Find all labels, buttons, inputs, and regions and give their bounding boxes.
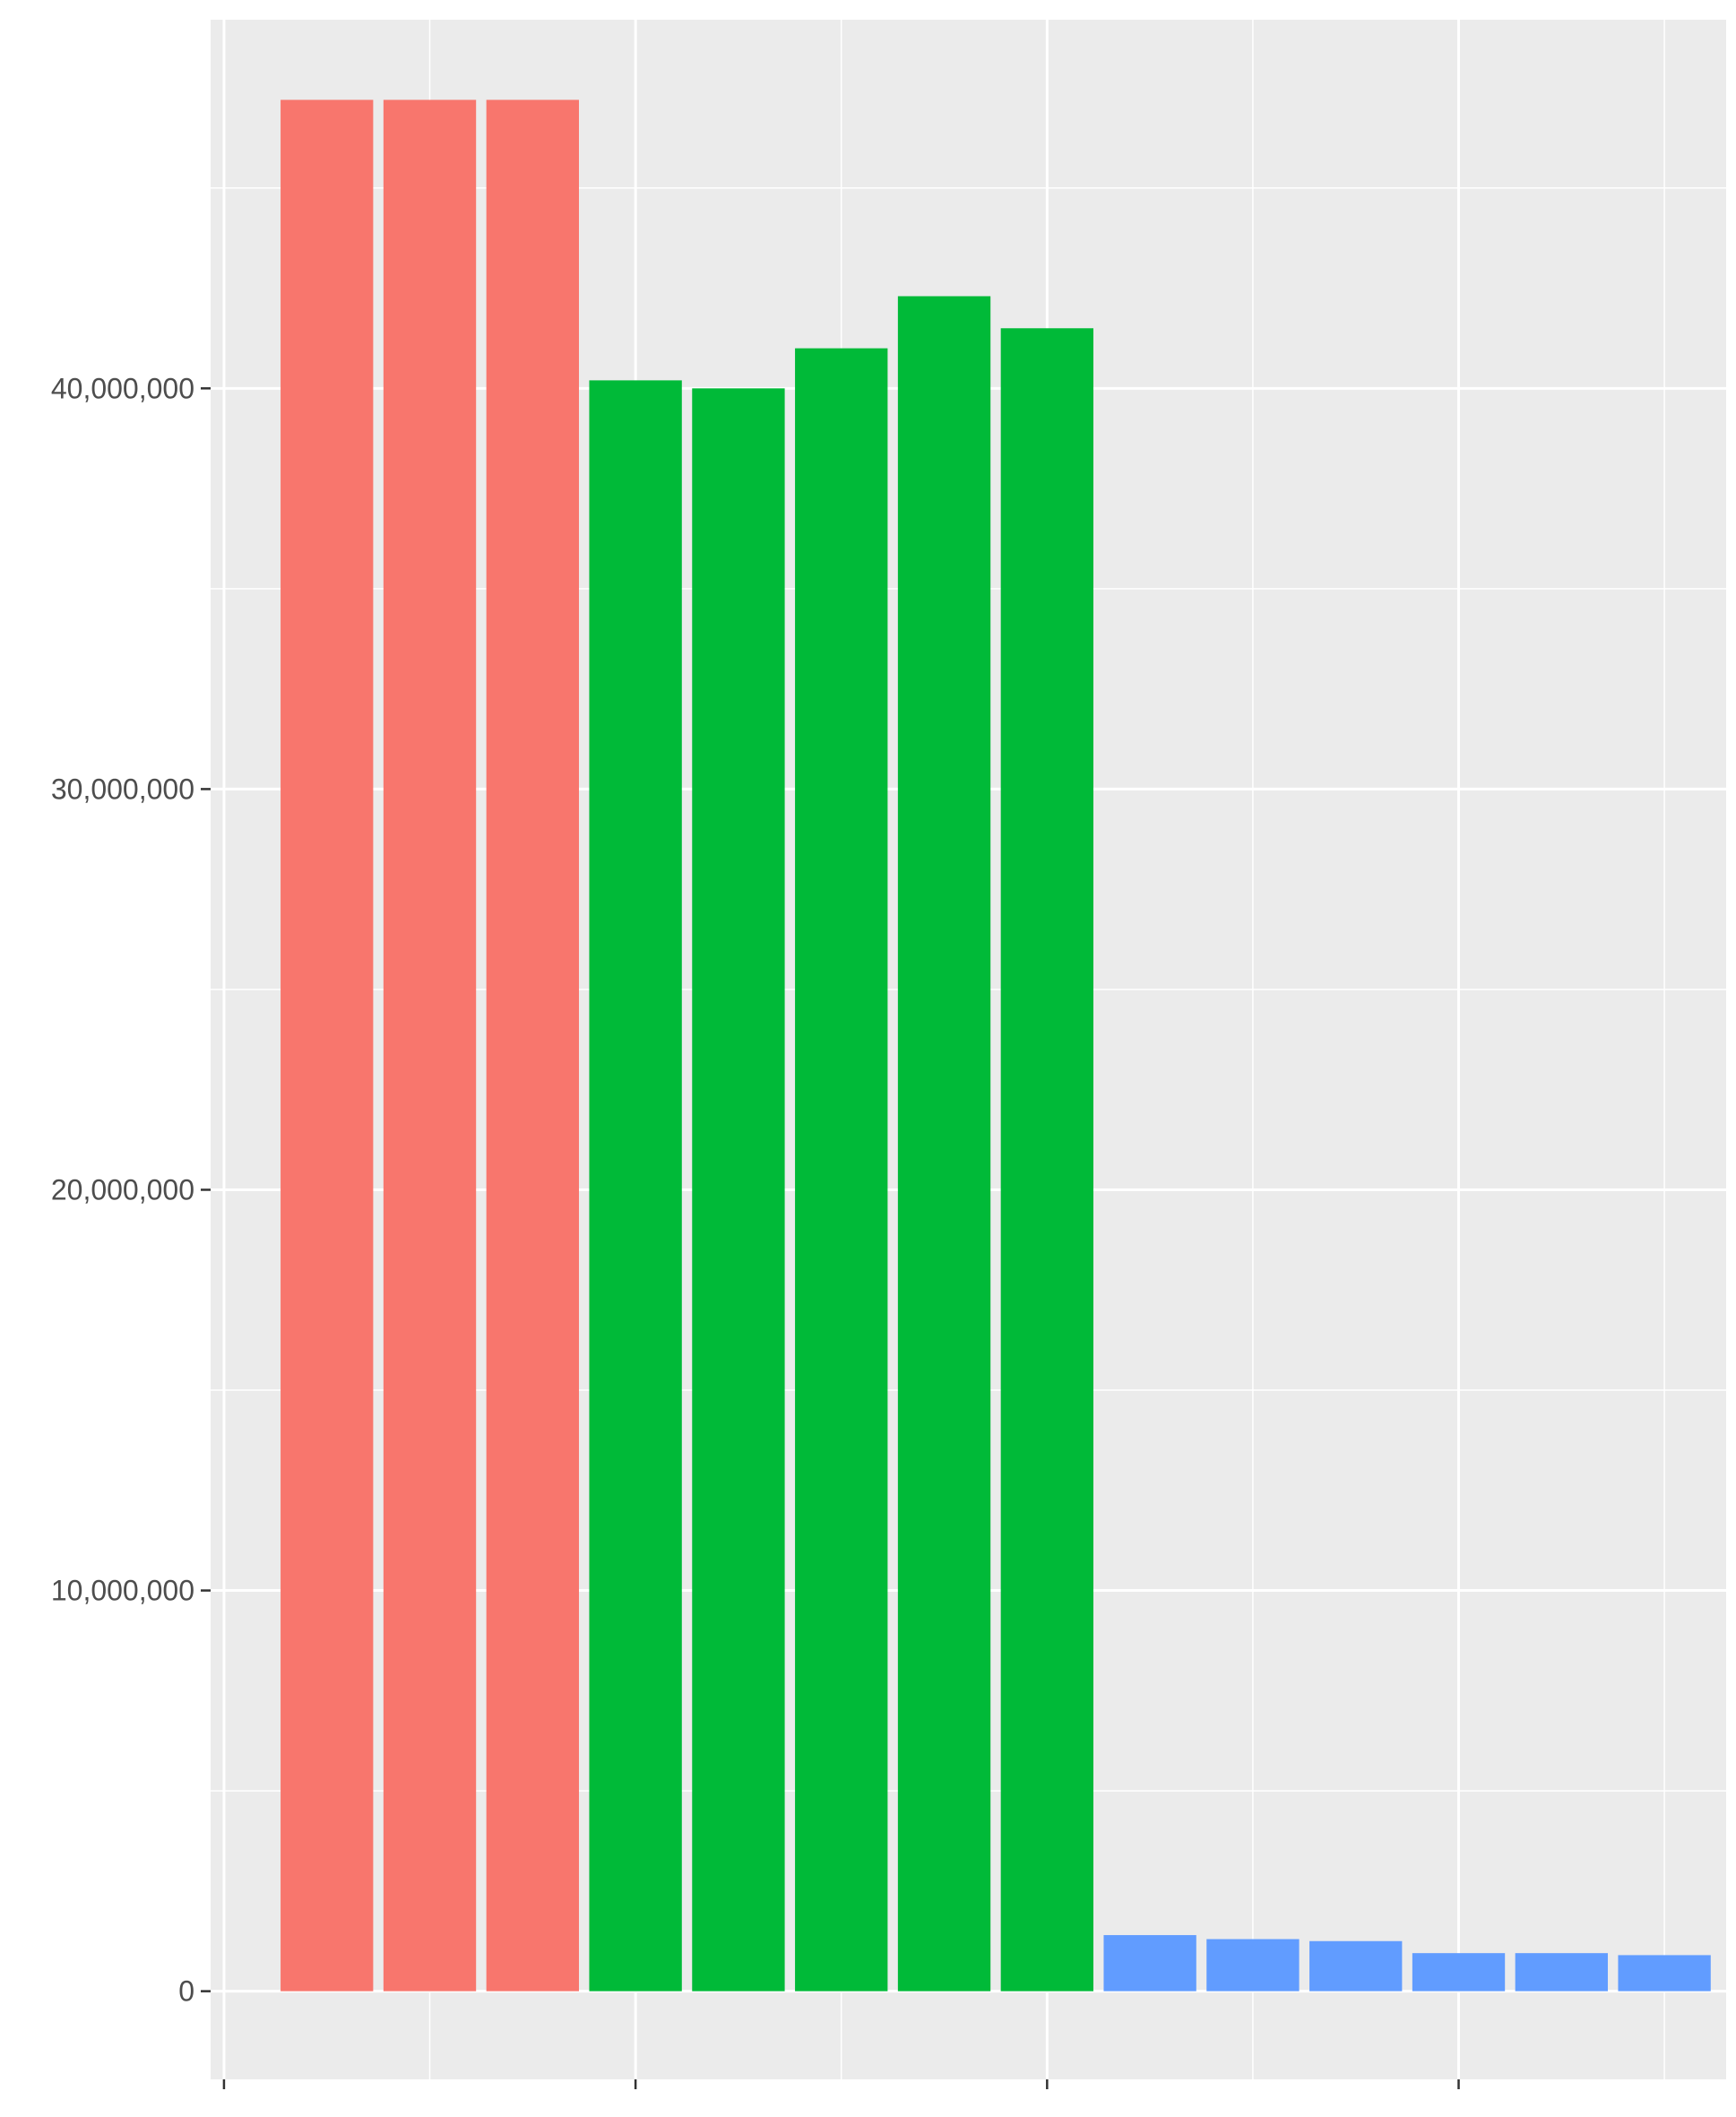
bar	[383, 99, 477, 1992]
y-tick-label: 10,000,000	[51, 1575, 194, 1607]
bar	[1412, 1953, 1506, 1992]
bar	[281, 99, 374, 1992]
axes: 0 10,000,000 20,000,000 30,000,000 40,000,00…	[51, 372, 1460, 2089]
bar	[1618, 1955, 1711, 1992]
bar	[1000, 328, 1093, 1992]
bar	[589, 380, 682, 1992]
bar	[692, 388, 785, 1992]
bar	[795, 348, 888, 1992]
bar	[1309, 1940, 1403, 1992]
bars	[281, 99, 1711, 1992]
y-tick-label: 0	[178, 1975, 194, 2008]
bar	[1515, 1953, 1608, 1992]
bar	[1103, 1935, 1196, 1992]
bar	[486, 99, 579, 1992]
bar	[897, 296, 991, 1992]
y-tick-label: 20,000,000	[51, 1173, 194, 1205]
bar	[1206, 1939, 1300, 1992]
y-tick-label: 30,000,000	[51, 773, 194, 805]
y-tick-label: 40,000,000	[51, 372, 194, 404]
